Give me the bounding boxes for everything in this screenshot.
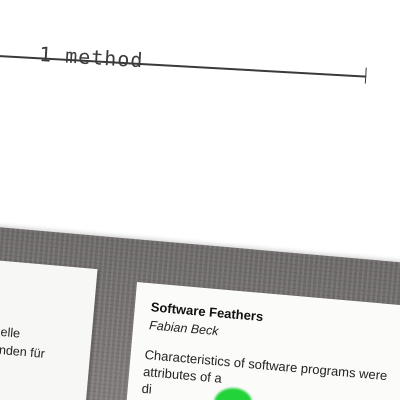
card-text-line: anden für [0, 342, 46, 361]
card-author: Fabian Beck [148, 318, 220, 339]
green-pointer-marker [214, 388, 252, 400]
card-text-line: uelle [0, 324, 21, 341]
card-abstract-line: di [141, 380, 153, 397]
paper-card-left[interactable]: uelle anden für [0, 258, 98, 400]
scale-end-tick [364, 67, 367, 84]
